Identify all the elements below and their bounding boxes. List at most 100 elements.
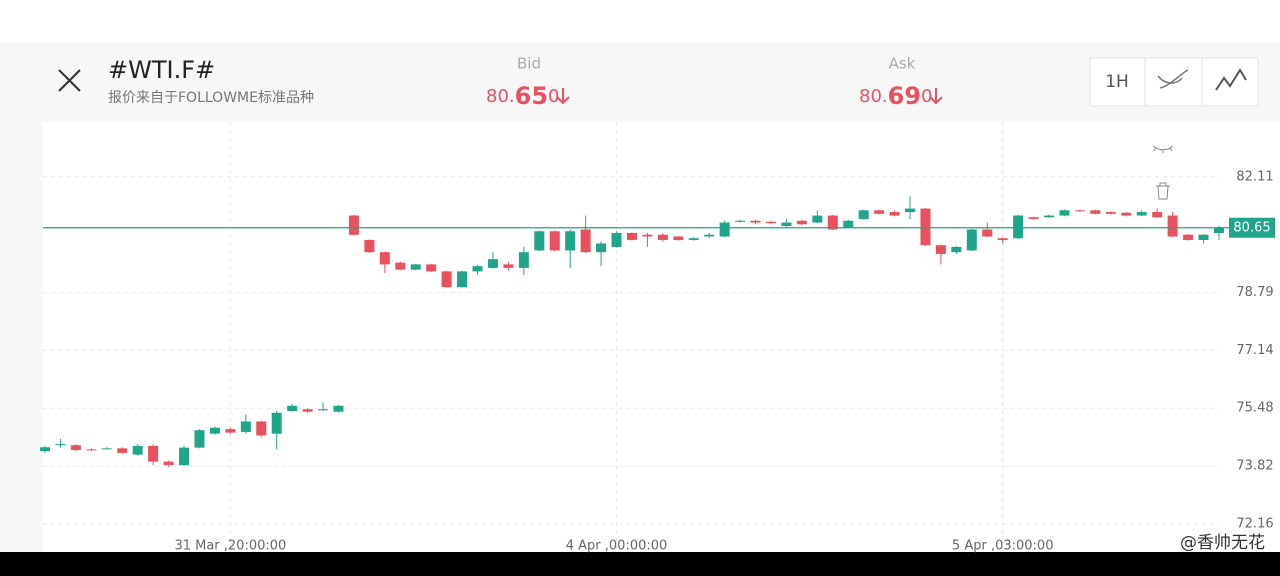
candle-body <box>935 245 946 254</box>
candle-body <box>596 243 607 253</box>
candle-body <box>750 220 761 223</box>
bid-price-b: 65 <box>515 82 548 110</box>
candle-body <box>1074 210 1085 212</box>
candle-body <box>132 445 143 455</box>
candle-body <box>966 229 977 251</box>
candle-body <box>117 448 128 453</box>
candle-body <box>487 259 498 268</box>
candle-body <box>657 234 668 240</box>
candle-body <box>642 234 653 237</box>
candle-body <box>1183 234 1194 240</box>
indicator-button[interactable] <box>1201 57 1259 107</box>
candle-body <box>951 246 962 253</box>
candle-body <box>1028 217 1039 220</box>
candle-body <box>225 429 236 433</box>
chart-bg <box>43 122 1280 552</box>
bid-arrow <box>556 88 570 105</box>
candle-body <box>688 238 699 240</box>
ask-price-b: 69 <box>888 82 921 110</box>
candle-body <box>101 448 112 450</box>
candle-body <box>472 266 483 272</box>
bottom-bar <box>0 552 1280 576</box>
candle-body <box>426 264 437 272</box>
timeframe: 1H <box>1105 72 1129 92</box>
candle-body <box>920 208 931 246</box>
candle-body <box>858 210 869 220</box>
ask-price-a: 80. <box>859 86 888 107</box>
candle-body <box>379 252 390 265</box>
candle-body <box>348 215 359 235</box>
y-tick-label: 72.16 <box>1236 517 1273 532</box>
candle-body <box>1167 215 1178 237</box>
candle-body <box>626 232 637 240</box>
ask-label: Ask <box>889 55 916 73</box>
candle-body <box>86 449 97 451</box>
candle-body <box>1105 212 1116 214</box>
candle-body <box>1013 215 1024 239</box>
candle-body <box>441 271 452 288</box>
candle-body <box>240 421 251 432</box>
draw-button[interactable] <box>1144 57 1203 107</box>
candle-body <box>318 409 329 411</box>
symbol: #WTI.F# <box>108 56 215 84</box>
candle-body <box>287 405 298 411</box>
candle-body <box>843 220 854 228</box>
y-tick-label: 82.11 <box>1236 169 1273 184</box>
candle-body <box>611 232 622 247</box>
ask-price: 80.690 <box>859 82 933 110</box>
candle-body <box>534 231 545 251</box>
bid-price-c: 0 <box>548 86 559 107</box>
candle-body <box>194 430 205 448</box>
candle-body <box>905 208 916 213</box>
y-tick-label: 75.48 <box>1236 401 1273 416</box>
candle-body <box>163 461 174 466</box>
candle-body <box>1152 212 1163 218</box>
candle-body <box>256 421 267 436</box>
y-tick-label: 77.14 <box>1236 343 1273 358</box>
candle-body <box>410 264 421 270</box>
candle-body <box>1198 234 1209 240</box>
x-tick-label: 31 Mar ,20:00:00 <box>174 539 286 554</box>
candle-body <box>812 215 823 223</box>
close-button[interactable] <box>58 69 81 92</box>
candle-body <box>1136 212 1147 216</box>
price-tag <box>1229 217 1275 238</box>
candle-body <box>271 412 282 434</box>
toolbar <box>1089 57 1259 107</box>
x-tick-label: 5 Apr ,03:00:00 <box>952 539 1054 554</box>
candle-body <box>766 221 777 224</box>
candle-body <box>302 409 313 412</box>
candle-body <box>735 220 746 222</box>
candle-body <box>518 252 529 268</box>
candle-body <box>148 445 159 462</box>
candle-body <box>1059 210 1070 216</box>
candle-body <box>827 215 838 230</box>
candle-body <box>673 236 684 240</box>
hide-icon[interactable] <box>1152 145 1174 153</box>
bid-price-a: 80. <box>486 86 515 107</box>
watermark: @香帅无花 <box>1180 533 1265 553</box>
candle-body <box>333 405 344 412</box>
ask-arrow <box>929 88 943 105</box>
candle-body <box>179 447 190 466</box>
ask-price-c: 0 <box>921 86 932 107</box>
draw-icon <box>1157 69 1189 89</box>
candle-body <box>395 262 406 270</box>
timeframe-button[interactable] <box>1089 57 1146 107</box>
candle-body <box>209 427 220 434</box>
candle-body <box>796 220 807 225</box>
candle-body <box>40 447 51 452</box>
plot: 82.11 78.79 77.14 75.48 73.82 72.16 31 Mar ,20… <box>40 122 1275 554</box>
candle-body <box>503 264 514 268</box>
candle-body <box>580 229 591 253</box>
candle-body <box>704 234 715 237</box>
candle-body <box>1213 227 1224 233</box>
candle-body <box>549 231 560 251</box>
candle-body <box>997 238 1008 240</box>
bid-label: Bid <box>517 55 541 73</box>
delete-icon[interactable] <box>1156 182 1170 200</box>
candle-body <box>874 210 885 214</box>
candle-body <box>1121 212 1132 216</box>
